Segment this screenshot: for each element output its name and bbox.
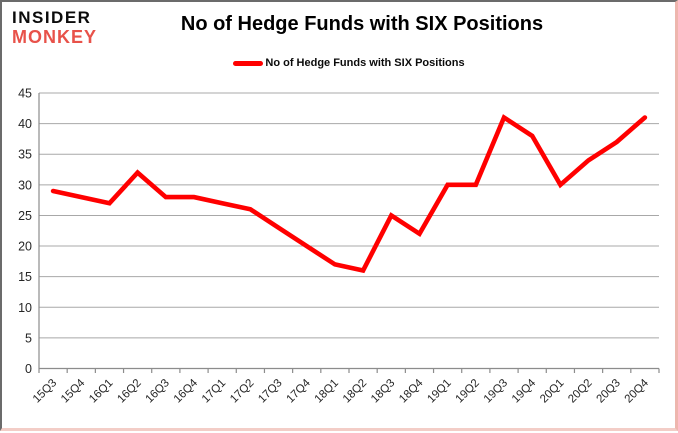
svg-text:20Q1: 20Q1: [538, 377, 566, 405]
x-axis-labels: 15Q3 15Q4 16Q1 16Q2 16Q3 16Q4 17Q1 17Q2 17Q3 17Q4…: [31, 377, 652, 406]
svg-text:17Q3: 17Q3: [256, 377, 284, 405]
svg-text:18Q3: 18Q3: [369, 377, 397, 405]
svg-text:15Q4: 15Q4: [59, 377, 88, 406]
svg-text:19Q2: 19Q2: [454, 377, 482, 405]
insider-monkey-logo: INSIDER MONKEY: [12, 9, 97, 46]
legend: No of Hedge Funds with SIX Positions: [39, 57, 659, 69]
gridlines: [39, 92, 659, 339]
svg-text:16Q2: 16Q2: [115, 377, 143, 405]
svg-text:19Q3: 19Q3: [482, 377, 510, 405]
chart-title: No of Hedge Funds with SIX Positions: [180, 13, 544, 35]
svg-text:16Q4: 16Q4: [172, 377, 201, 406]
svg-text:17Q2: 17Q2: [228, 377, 256, 405]
axes: [38, 93, 660, 373]
svg-text:17Q1: 17Q1: [200, 377, 228, 405]
svg-text:16Q1: 16Q1: [87, 377, 115, 405]
svg-text:20Q4: 20Q4: [623, 377, 652, 406]
svg-text:19Q1: 19Q1: [425, 377, 453, 405]
logo-monkey-text: MONKEY: [12, 27, 98, 47]
y-axis-labels: 0 5 10 15 20 25 30 35 40 45: [18, 87, 32, 377]
svg-text:25: 25: [18, 209, 32, 223]
svg-text:20: 20: [18, 240, 32, 254]
logo-insider-text: INSIDER: [12, 8, 92, 27]
legend-label: No of Hedge Funds with SIX Positions: [265, 57, 465, 69]
svg-text:16Q3: 16Q3: [144, 377, 172, 405]
legend-line-swatch: [233, 60, 264, 66]
svg-text:40: 40: [18, 117, 32, 131]
svg-text:5: 5: [25, 331, 32, 345]
svg-text:17Q4: 17Q4: [284, 377, 313, 406]
svg-text:35: 35: [18, 148, 32, 162]
svg-text:10: 10: [18, 301, 32, 315]
svg-text:18Q4: 18Q4: [397, 377, 426, 406]
series-line: [50, 114, 648, 274]
svg-text:0: 0: [25, 362, 32, 376]
svg-text:30: 30: [18, 178, 32, 192]
svg-text:18Q2: 18Q2: [341, 377, 369, 405]
svg-text:20Q3: 20Q3: [594, 377, 622, 405]
svg-text:19Q4: 19Q4: [510, 377, 539, 406]
svg-text:45: 45: [18, 87, 32, 101]
svg-text:15Q3: 15Q3: [31, 377, 59, 405]
svg-text:18Q1: 18Q1: [313, 377, 341, 405]
svg-text:20Q2: 20Q2: [566, 377, 594, 405]
svg-text:15: 15: [18, 270, 32, 284]
